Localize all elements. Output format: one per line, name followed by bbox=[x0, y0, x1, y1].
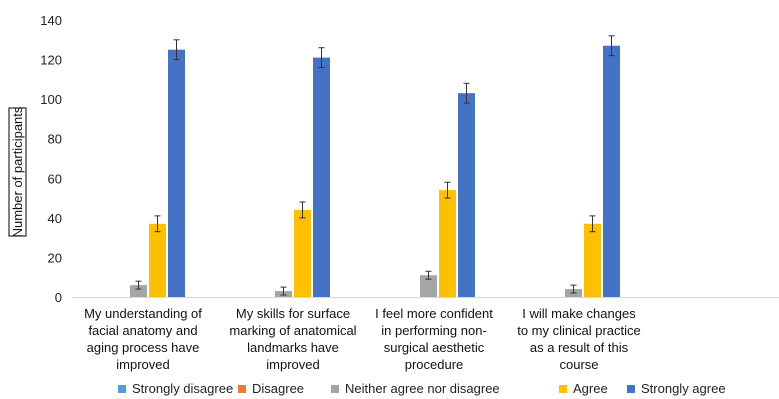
legend-swatch bbox=[118, 385, 126, 393]
bar bbox=[420, 275, 437, 297]
category-label: My skills for surface bbox=[236, 306, 350, 321]
bar bbox=[584, 223, 601, 297]
category-label: procedure bbox=[405, 357, 464, 372]
category-label: surgical aesthetic bbox=[384, 340, 485, 355]
category-label: aging process have bbox=[87, 340, 200, 355]
y-tick-label: 80 bbox=[48, 132, 62, 147]
category-label: as a result of this bbox=[530, 340, 629, 355]
legend-swatch bbox=[238, 385, 246, 393]
y-tick-label: 20 bbox=[48, 250, 62, 265]
category-label: marking of anatomical bbox=[229, 323, 356, 338]
category-label: improved bbox=[116, 357, 169, 372]
bar bbox=[603, 45, 620, 297]
legend: Strongly disagree Disagree Neither agree n… bbox=[118, 381, 726, 396]
error-bars bbox=[135, 35, 615, 296]
category-label: landmarks have bbox=[247, 340, 339, 355]
y-tick-label: 0 bbox=[55, 290, 62, 305]
y-tick-label: 100 bbox=[40, 92, 62, 107]
category-label: improved bbox=[266, 357, 319, 372]
category-label: My understanding of bbox=[84, 306, 202, 321]
y-tick-label: 40 bbox=[48, 211, 62, 226]
legend-label: Strongly disagree bbox=[132, 381, 233, 396]
category-labels: My understanding of facial anatomy and agi… bbox=[84, 306, 641, 372]
legend-label: Neither agree nor disagree bbox=[345, 381, 500, 396]
category-label: to my clinical practice bbox=[517, 323, 641, 338]
legend-swatch bbox=[331, 385, 339, 393]
bar bbox=[294, 209, 311, 297]
category-label: course bbox=[559, 357, 598, 372]
y-axis-label: Number of participants bbox=[10, 106, 25, 237]
category-label: I feel more confident bbox=[375, 306, 493, 321]
y-tick-label: 120 bbox=[40, 53, 62, 68]
bar bbox=[130, 285, 147, 297]
bar bbox=[439, 190, 456, 297]
bar bbox=[168, 49, 185, 297]
y-axis-label-box: Number of participants bbox=[8, 106, 27, 237]
legend-label: Disagree bbox=[252, 381, 304, 396]
y-axis-ticks: 0 20 40 60 80 100 120 140 bbox=[40, 13, 62, 305]
bars bbox=[130, 45, 620, 297]
legend-swatch bbox=[559, 385, 567, 393]
legend-label: Strongly agree bbox=[641, 381, 726, 396]
legend-swatch bbox=[627, 385, 635, 393]
category-label: in performing non- bbox=[381, 323, 487, 338]
category-label: facial anatomy and bbox=[88, 323, 197, 338]
bar bbox=[458, 93, 475, 297]
category-label: I will make changes bbox=[522, 306, 636, 321]
y-tick-label: 140 bbox=[40, 13, 62, 28]
y-tick-label: 60 bbox=[48, 171, 62, 186]
legend-label: Agree bbox=[573, 381, 608, 396]
bar bbox=[313, 57, 330, 297]
bar bbox=[149, 223, 166, 297]
